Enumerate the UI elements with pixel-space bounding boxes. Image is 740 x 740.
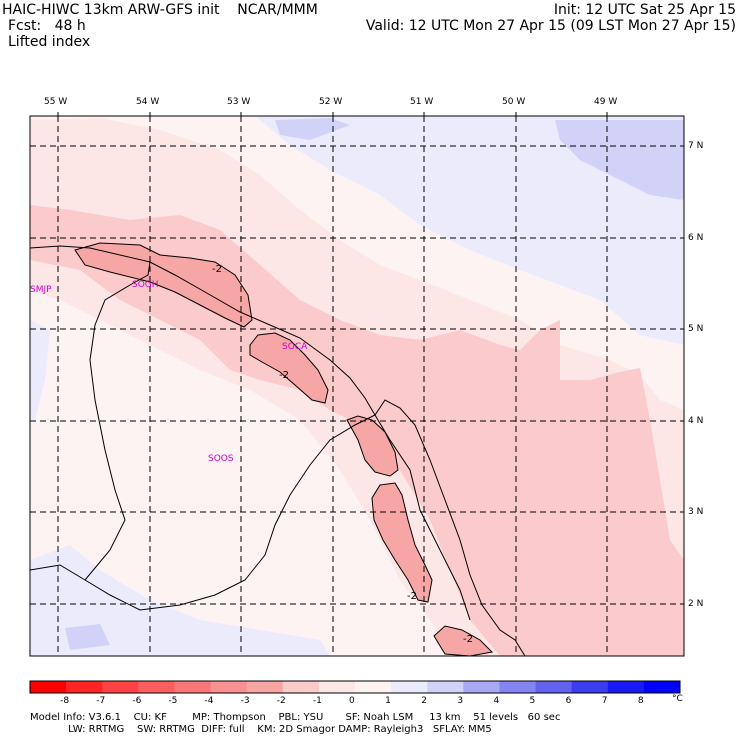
contour-label-4: -2 <box>463 634 473 645</box>
lon-ticks <box>57 112 608 116</box>
li-minus3-fill-core2 <box>249 332 329 404</box>
colorbar-tick-label: -4 <box>204 696 214 706</box>
colorbar-tick-label: 7 <box>601 696 608 706</box>
li-plus2-fill-sw <box>65 624 110 650</box>
li-minus3-fill-core1 <box>74 242 253 328</box>
colorbar-tick-label: -8 <box>60 696 70 706</box>
border-suriname-fguiana <box>30 414 376 611</box>
init-time: Init: 12 UTC Sat 25 Apr 15 <box>553 2 736 18</box>
colorbar-tick-label: 4 <box>493 696 500 706</box>
colorbar-tick-label: -5 <box>168 696 178 706</box>
lat-label-4n: 4 N <box>688 416 704 426</box>
map-frame <box>29 115 685 657</box>
colorbar-tick-label: 5 <box>529 696 536 706</box>
station-soos: SOOS <box>208 454 234 464</box>
model-info-line1: Model Info: V3.6.1 CU: KF MP: Thompson P… <box>30 712 561 723</box>
map-title: HAIC-HIWC 13km ARW-GFS init NCAR/MMM <box>2 2 318 18</box>
forecast-hour: Fcst: 48 h <box>8 18 86 34</box>
valid-time: Valid: 12 UTC Mon 27 Apr 15 (09 LST Mon … <box>365 18 736 34</box>
field-name: Lifted index <box>8 34 91 50</box>
coastline <box>30 245 526 656</box>
lon-label-52w: 52 W <box>319 97 343 107</box>
station-sogh: SOGH <box>132 280 159 290</box>
lat-label-5n: 5 N <box>688 324 704 334</box>
colorbar-tick-label: 6 <box>565 696 572 706</box>
colorbar-tick-label: -1 <box>312 696 322 706</box>
lat-lon-grid <box>30 116 684 656</box>
lon-label-53w: 53 W <box>227 97 251 107</box>
colorbar-unit: °C <box>672 694 683 704</box>
colorbar-tick-label: -6 <box>132 696 142 706</box>
li-plus1-fill-west <box>30 320 50 420</box>
colorbar-tick-label: -3 <box>240 696 250 706</box>
lat-label-6n: 6 N <box>688 233 704 243</box>
station-smjp: SMJP <box>30 285 52 295</box>
lat-ticks <box>680 145 684 605</box>
colorbar-tick-label: 8 <box>637 696 644 706</box>
lon-label-54w: 54 W <box>136 97 160 107</box>
station-soca: SOCA <box>282 342 308 352</box>
colorbar-tick-label: 0 <box>349 696 355 706</box>
border-fguiana-brazil <box>374 414 471 621</box>
model-info-line2: LW: RRTMG SW: RRTMG DIFF: full KM: 2D Sm… <box>30 724 492 735</box>
li-plus1-fill-sw <box>30 545 330 656</box>
li-plus2-fill-ne <box>555 120 684 200</box>
contour-label-1: -2 <box>212 264 222 275</box>
li-plus2-fill-top <box>275 118 350 140</box>
li-plus1-fill-ne <box>255 116 684 345</box>
li-minus2-fill <box>30 205 684 656</box>
contour-label-3: -2 <box>407 591 417 602</box>
border-guyana-suriname <box>84 261 151 581</box>
colorbar-tick-label: -7 <box>96 696 106 706</box>
li-minus3-fill-core5 <box>433 625 494 656</box>
lat-label-2n: 2 N <box>688 599 704 609</box>
colorbar-tick-label: 1 <box>385 696 391 706</box>
lon-label-49w: 49 W <box>594 97 618 107</box>
contour-label-2: -2 <box>279 370 289 381</box>
lon-label-51w: 51 W <box>410 97 434 107</box>
colorbar-tick-label: -2 <box>276 696 286 706</box>
colorbar-tick-label: 3 <box>457 696 464 706</box>
lon-label-50w: 50 W <box>502 97 526 107</box>
colorbar-tick-label: 2 <box>421 696 427 706</box>
lon-label-55w: 55 W <box>44 97 68 107</box>
lat-label-7n: 7 N <box>688 141 704 151</box>
li-minus3-fill-core4 <box>371 482 433 603</box>
lat-label-3n: 3 N <box>688 507 704 517</box>
